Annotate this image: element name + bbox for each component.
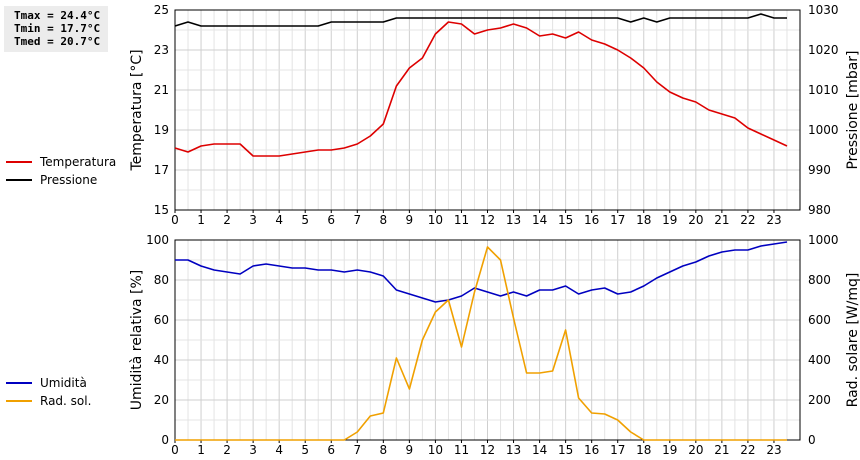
x-tick-label: 15 [558, 443, 573, 457]
x-tick-label: 15 [558, 213, 573, 227]
x-tick-label: 1 [197, 443, 205, 457]
y-tick-label-right: 1020 [808, 43, 839, 57]
x-tick-label: 0 [171, 443, 179, 457]
x-tick-label: 19 [662, 213, 677, 227]
legend-label: Pressione [40, 173, 98, 187]
y-tick-label-right: 990 [808, 163, 831, 177]
y-tick-label-right: 200 [808, 393, 831, 407]
y-tick-label-left: 100 [146, 233, 169, 247]
y-axis-title-left: Temperatura [°C] [129, 49, 145, 171]
x-tick-label: 19 [662, 443, 677, 457]
x-tick-label: 11 [454, 213, 469, 227]
legend-label: Rad. sol. [40, 394, 92, 408]
x-tick-label: 10 [428, 213, 443, 227]
x-tick-label: 6 [327, 213, 335, 227]
y-tick-label-right: 800 [808, 273, 831, 287]
tmin-label: Tmin = 17.7°C [14, 22, 101, 35]
x-tick-label: 17 [610, 213, 625, 227]
y-tick-label-right: 980 [808, 203, 831, 217]
legend-swatch [6, 179, 32, 181]
legend-swatch [6, 161, 32, 163]
x-tick-label: 23 [766, 443, 781, 457]
x-tick-label: 22 [740, 213, 755, 227]
x-tick-label: 21 [714, 213, 729, 227]
y-tick-label-left: 17 [154, 163, 169, 177]
series-line-umidit- [175, 241, 788, 303]
legend-label: Temperatura [40, 155, 117, 169]
tmax-label: Tmax = 24.4°C [14, 9, 101, 22]
stats-box: Tmax = 24.4°C Tmin = 17.7°C Tmed = 20.7°… [4, 6, 108, 52]
legend-item-rad-sol: Rad. sol. [6, 392, 91, 410]
x-tick-label: 6 [327, 443, 335, 457]
y-tick-label-right: 1030 [808, 3, 839, 17]
y-tick-label-left: 0 [161, 433, 169, 447]
y-tick-label-left: 60 [154, 313, 169, 327]
series-line-rad-sol- [175, 246, 787, 441]
y-tick-label-right: 400 [808, 353, 831, 367]
x-tick-label: 14 [532, 213, 547, 227]
y-tick-label-left: 20 [154, 393, 169, 407]
x-tick-label: 5 [301, 443, 309, 457]
y-tick-label-right: 1000 [808, 233, 839, 247]
x-tick-label: 20 [688, 213, 703, 227]
legend-item-temperatura: Temperatura [6, 153, 116, 171]
x-tick-label: 20 [688, 443, 703, 457]
x-tick-label: 14 [532, 443, 547, 457]
y-tick-label-left: 80 [154, 273, 169, 287]
x-tick-label: 9 [406, 213, 414, 227]
x-tick-label: 9 [406, 443, 414, 457]
x-tick-label: 18 [636, 213, 651, 227]
x-tick-label: 23 [766, 213, 781, 227]
y-tick-label-right: 1000 [808, 123, 839, 137]
legend-item-umidita: Umidità [6, 374, 91, 392]
x-tick-label: 3 [249, 213, 257, 227]
x-tick-label: 7 [353, 443, 361, 457]
legend-swatch [6, 400, 32, 402]
x-tick-label: 8 [380, 443, 388, 457]
x-tick-label: 22 [740, 443, 755, 457]
x-tick-label: 12 [480, 443, 495, 457]
x-tick-label: 11 [454, 443, 469, 457]
x-tick-label: 1 [197, 213, 205, 227]
x-tick-label: 2 [223, 213, 231, 227]
legend-swatch [6, 382, 32, 384]
x-tick-label: 18 [636, 443, 651, 457]
x-tick-label: 16 [584, 213, 599, 227]
x-tick-label: 13 [506, 213, 521, 227]
x-tick-label: 17 [610, 443, 625, 457]
y-tick-label-right: 1010 [808, 83, 839, 97]
y-tick-label-right: 0 [808, 433, 816, 447]
y-axis-title-right: Rad. solare [W/mq] [845, 273, 860, 408]
x-tick-label: 5 [301, 213, 309, 227]
y-axis-title-left: Umidità relativa [%] [129, 270, 145, 411]
x-tick-label: 10 [428, 443, 443, 457]
x-tick-label: 2 [223, 443, 231, 457]
y-axis-title-right: Pressione [mbar] [845, 50, 860, 169]
series-line-pressione [174, 13, 787, 27]
legend-bottom: Umidità Rad. sol. [6, 374, 91, 410]
legend-label: Umidità [40, 376, 87, 390]
x-tick-label: 12 [480, 213, 495, 227]
legend-item-pressione: Pressione [6, 171, 116, 189]
x-tick-label: 16 [584, 443, 599, 457]
x-tick-label: 3 [249, 443, 257, 457]
x-tick-label: 4 [275, 213, 283, 227]
x-tick-label: 0 [171, 213, 179, 227]
tmed-label: Tmed = 20.7°C [14, 35, 101, 48]
y-tick-label-left: 19 [154, 123, 169, 137]
y-tick-label-left: 25 [154, 3, 169, 17]
x-tick-label: 7 [353, 213, 361, 227]
x-tick-label: 4 [275, 443, 283, 457]
x-tick-label: 8 [380, 213, 388, 227]
x-tick-label: 21 [714, 443, 729, 457]
y-tick-label-left: 15 [154, 203, 169, 217]
y-tick-label-right: 600 [808, 313, 831, 327]
x-tick-label: 13 [506, 443, 521, 457]
series-line-temperatura [174, 21, 788, 157]
y-tick-label-left: 23 [154, 43, 169, 57]
legend-top: Temperatura Pressione [6, 153, 116, 189]
y-tick-label-left: 40 [154, 353, 169, 367]
y-tick-label-left: 21 [154, 83, 169, 97]
